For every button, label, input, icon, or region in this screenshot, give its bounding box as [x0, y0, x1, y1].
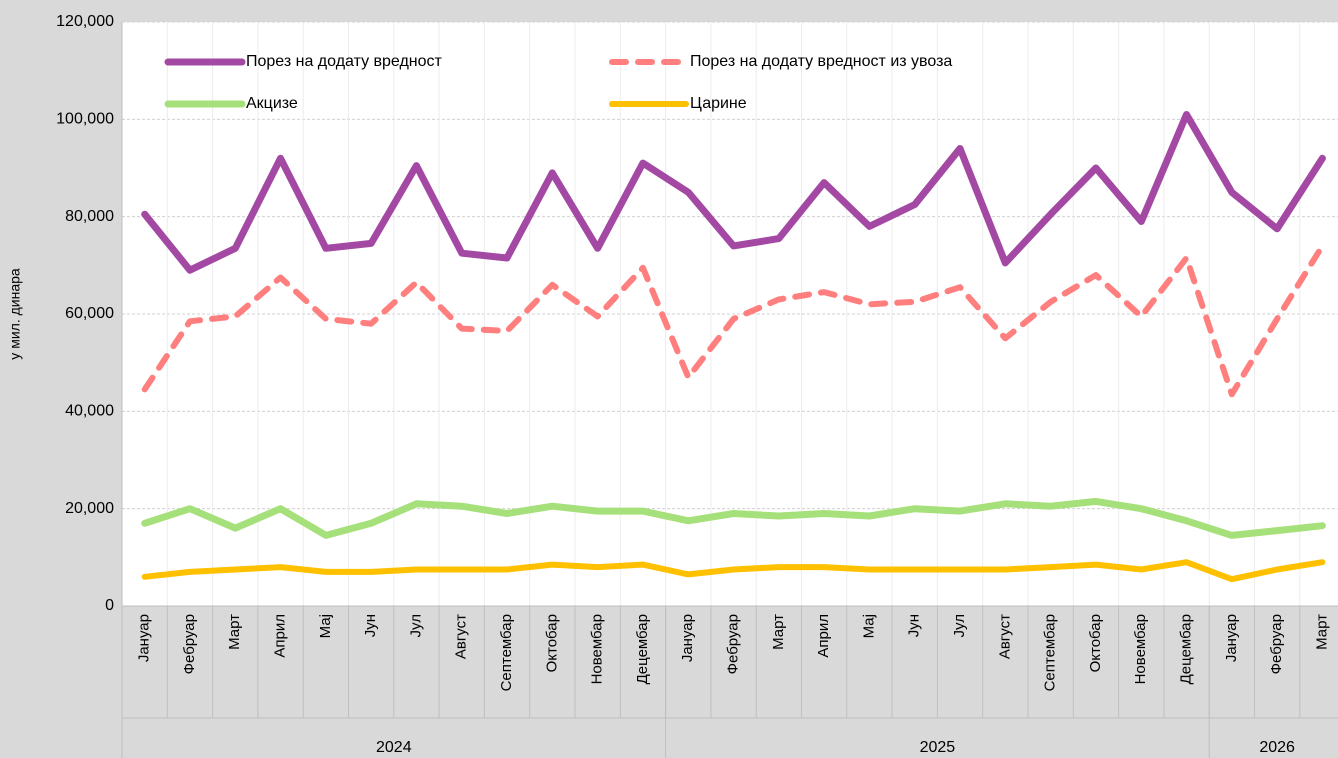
y-tick-label: 40,000	[65, 403, 114, 420]
group-label: 2024	[376, 739, 412, 756]
y-tick-label: 0	[105, 597, 114, 614]
x-tick-label: Март	[1313, 614, 1330, 650]
x-tick-label: Јануар	[136, 614, 153, 662]
x-tick-label: Мај	[317, 614, 334, 638]
y-axis-label: у мил. динара	[7, 268, 23, 360]
y-tick-label: 100,000	[56, 111, 114, 128]
group-label: 2026	[1259, 739, 1295, 756]
x-tick-label: Јун	[362, 614, 379, 637]
x-tick-label: Јун	[906, 614, 923, 637]
legend-label: Царине	[690, 95, 747, 112]
x-tick-label: Децембар	[634, 614, 651, 684]
x-tick-label: Јануар	[679, 614, 696, 662]
x-tick-label: Октобар	[543, 614, 560, 672]
series-line	[141, 559, 1326, 583]
series-line	[141, 242, 1326, 398]
series-line	[141, 497, 1326, 539]
legend-label: Порез на додату вредност	[246, 53, 443, 70]
y-tick-label: 20,000	[65, 500, 114, 517]
x-tick-label: Септембар	[1042, 614, 1059, 691]
x-tick-label: Мај	[860, 614, 877, 638]
x-tick-label: Јул	[407, 614, 424, 637]
x-tick-label: Фебруар	[181, 614, 198, 674]
x-tick-label: Фебруар	[1268, 614, 1285, 674]
x-tick-label: Јул	[951, 614, 968, 637]
x-tick-label: Март	[226, 614, 243, 650]
x-tick-label: Април	[815, 614, 832, 658]
x-tick-label: Август	[453, 614, 470, 659]
x-tick-label: Септембар	[498, 614, 515, 691]
x-tick-label: Новембар	[1132, 614, 1149, 684]
y-tick-label: 120,000	[56, 13, 114, 30]
legend-label: Порез на додату вредност из увоза	[690, 53, 952, 70]
x-tick-label: Јануар	[1223, 614, 1240, 662]
y-tick-label: 60,000	[65, 305, 114, 322]
x-tick-label: Децембар	[1178, 614, 1195, 684]
y-tick-label: 80,000	[65, 208, 114, 225]
x-tick-label: Март	[770, 614, 787, 650]
x-tick-label: Новембар	[589, 614, 606, 684]
x-tick-label: Април	[272, 614, 289, 658]
x-tick-label: Август	[996, 614, 1013, 659]
legend-label: Акцизе	[246, 95, 298, 112]
x-tick-label: Октобар	[1087, 614, 1104, 672]
series-line	[141, 111, 1326, 274]
group-label: 2025	[920, 739, 956, 756]
x-tick-label: Фебруар	[725, 614, 742, 674]
